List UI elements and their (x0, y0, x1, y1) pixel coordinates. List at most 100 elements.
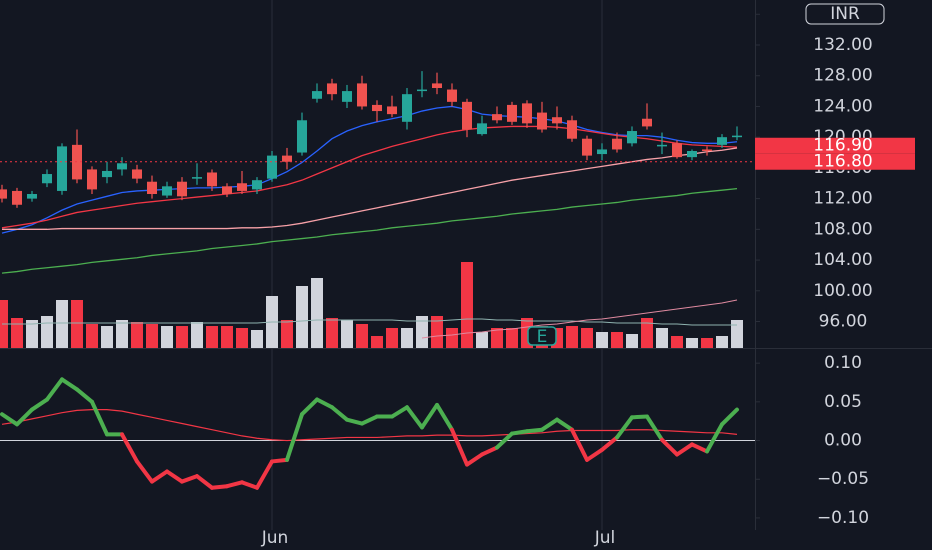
volume-bar (116, 320, 128, 348)
signal-line (1, 408, 738, 442)
oscillator-segment (210, 484, 229, 490)
candle-body (477, 123, 487, 135)
candle-body (327, 83, 337, 95)
volume-bar (41, 316, 53, 348)
volume-bar (191, 322, 203, 348)
oscillator-segment (510, 429, 529, 436)
y-tick-label: 104.00 (813, 250, 872, 270)
oscillator-segment (165, 469, 184, 484)
moving-average-line (1, 105, 738, 234)
candle-body (147, 181, 157, 195)
y-tick-label: 96.00 (819, 312, 868, 332)
oscillator-segment (390, 405, 409, 419)
candle-body (27, 194, 37, 199)
volume-bar (641, 318, 653, 348)
volume-bar (581, 328, 593, 348)
oscillator-segment (90, 399, 109, 437)
volume-bar (596, 332, 608, 348)
oscillator-segment (135, 459, 154, 484)
candle-body (642, 118, 652, 127)
y-tick-label: 108.00 (813, 219, 872, 239)
volume-bar (161, 326, 173, 348)
oscillator-segment (420, 402, 439, 430)
volume-bar (281, 320, 293, 348)
candle-body (492, 114, 502, 121)
volume-bar (341, 320, 353, 348)
volume-bar (326, 318, 338, 348)
volume-bar (311, 278, 323, 348)
volume-bar (146, 324, 158, 348)
oscillator-segment (240, 480, 259, 490)
candle-body (102, 170, 112, 178)
y-tick-label: 0.10 (824, 353, 862, 373)
candle-body (312, 91, 322, 99)
volume-bar (236, 328, 248, 348)
candle-body (717, 137, 727, 145)
candle-body (252, 180, 262, 190)
oscillator-segment (195, 474, 214, 490)
volume-ma-line (2, 318, 737, 326)
ma-badge (755, 137, 915, 154)
candle-body (192, 177, 202, 179)
oscillator-segment (705, 422, 724, 454)
volume-bar (206, 326, 218, 348)
candle-body (297, 120, 307, 153)
oscillator-segment (225, 480, 244, 489)
oscillator-segment (645, 414, 664, 442)
volume-bar (86, 324, 98, 348)
x-tick-label: Jul (594, 528, 616, 548)
oscillator-segment (435, 402, 454, 432)
oscillator-segment (525, 427, 544, 434)
candle-body (12, 190, 22, 205)
candle-body (612, 138, 622, 150)
y-tick-label: 124.00 (813, 96, 872, 116)
volume-bar (611, 332, 623, 348)
y-tick-label: 128.00 (813, 66, 872, 86)
oscillator-segment (690, 442, 709, 454)
oscillator-segment (675, 442, 694, 457)
candle-body (57, 146, 67, 191)
volume-bar (26, 320, 38, 348)
candle-body (132, 169, 142, 179)
oscillator-segment (330, 405, 349, 422)
candle-body (702, 149, 712, 151)
y-tick-label: 100.00 (813, 281, 872, 301)
oscillator-segment (345, 417, 364, 426)
y-tick-label: 0.05 (824, 392, 862, 412)
volume-bar (431, 316, 443, 348)
candle-body (657, 144, 667, 147)
oscillator-segment (15, 407, 34, 427)
oscillator-segment (570, 427, 589, 462)
volume-bar (371, 336, 383, 348)
y-tick-label: 132.00 (813, 35, 872, 55)
event-marker-box (527, 326, 557, 346)
currency-badge: INR (830, 4, 860, 24)
price-badge-label: 116.80 (813, 152, 872, 172)
candle-body (597, 149, 607, 155)
oscillator-segment (585, 447, 604, 462)
volume-bar (416, 316, 428, 348)
candle-body (282, 155, 292, 162)
candle-body (222, 186, 232, 195)
candle-body (372, 104, 382, 112)
candle-body (672, 143, 682, 158)
volume-bar (176, 326, 188, 348)
grid (271, 0, 603, 530)
oscillator-segment (150, 469, 169, 484)
volume-bar (701, 338, 713, 348)
candle-body (732, 135, 742, 138)
candle-body (0, 189, 7, 199)
volume-ma-line (421, 299, 738, 339)
candle-body (687, 150, 697, 158)
candle-body (507, 104, 517, 122)
oscillator-segment (660, 437, 679, 457)
oscillator-segment (60, 377, 79, 392)
candle-body (402, 94, 412, 122)
candle-body (357, 83, 367, 107)
oscillator-segment (0, 412, 19, 427)
oscillator-segment (270, 457, 289, 464)
y-tick-label: −0.05 (817, 469, 869, 489)
volume-bar (101, 326, 113, 348)
ma-badge-label: 116.90 (813, 136, 872, 156)
